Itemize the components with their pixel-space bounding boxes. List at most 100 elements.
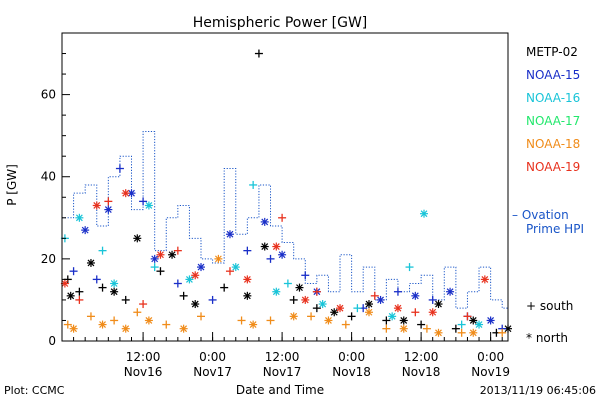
north-point — [156, 250, 165, 259]
south-point — [139, 197, 148, 206]
north-point — [231, 263, 240, 272]
x-tick-time-label: 12:00 — [265, 350, 300, 364]
south-point — [457, 328, 466, 337]
ovation-series — [62, 131, 509, 309]
north-point — [399, 316, 408, 325]
north-point — [69, 324, 78, 333]
north-point — [243, 275, 252, 284]
north-point — [469, 316, 478, 325]
north-point — [150, 254, 159, 263]
north-point — [75, 213, 84, 222]
north-point — [411, 291, 420, 300]
north-point — [475, 320, 484, 329]
north-point — [66, 291, 75, 300]
north-point — [376, 295, 385, 304]
legend-entry: NOAA-19 — [526, 160, 580, 174]
north-point — [364, 308, 373, 317]
north-point — [295, 283, 304, 292]
south-point — [254, 49, 263, 58]
north-point — [225, 230, 234, 239]
ovation-line — [62, 131, 509, 309]
south-point — [301, 271, 310, 280]
south-point — [173, 246, 182, 255]
north-point — [179, 324, 188, 333]
south-point — [382, 316, 391, 325]
south-point — [278, 213, 287, 222]
north-point — [104, 205, 113, 214]
south-point — [115, 164, 124, 173]
x-tick-date-label: Nov19 — [471, 365, 510, 379]
south-point — [283, 279, 292, 288]
north-point — [144, 201, 153, 210]
north-point — [428, 308, 437, 317]
x-tick-date-label: Nov17 — [263, 365, 302, 379]
south-point — [197, 312, 206, 321]
south-point — [312, 304, 321, 313]
north-point — [243, 291, 252, 300]
north-point — [92, 201, 101, 210]
north-point — [388, 312, 397, 321]
south-point — [405, 263, 414, 272]
y-tick-label: 60 — [41, 88, 56, 102]
north-point — [60, 279, 69, 288]
south-point — [225, 267, 234, 276]
south-point — [243, 246, 252, 255]
north-point — [86, 258, 95, 267]
north-point — [191, 300, 200, 309]
south-point — [353, 304, 362, 313]
legend-south-marker: + south — [526, 299, 573, 313]
south-point — [266, 254, 275, 263]
data-points — [60, 49, 512, 337]
north-point — [486, 316, 495, 325]
y-tick-label: 40 — [41, 170, 56, 184]
north-point — [364, 300, 373, 309]
south-point — [75, 295, 84, 304]
north-point — [399, 324, 408, 333]
north-point — [168, 250, 177, 259]
north-point — [324, 316, 333, 325]
south-point — [428, 295, 437, 304]
y-tick-label: 20 — [41, 252, 56, 266]
legend-ovation-line1: – Ovation — [512, 208, 569, 222]
legend-entry: METP-02 — [526, 45, 578, 59]
north-point — [110, 279, 119, 288]
south-point — [150, 263, 159, 272]
north-point — [434, 328, 443, 337]
north-point — [260, 242, 269, 251]
timestamp: 2013/11/19 06:45:06 — [480, 384, 596, 397]
south-point — [341, 320, 350, 329]
south-point — [63, 320, 72, 329]
south-point — [463, 312, 472, 321]
south-point — [220, 283, 229, 292]
south-point — [139, 300, 148, 309]
north-point — [144, 316, 153, 325]
x-tick-date-label: Nov18 — [402, 365, 441, 379]
south-point — [173, 279, 182, 288]
x-tick-date-label: Nov17 — [193, 365, 232, 379]
legend-north-marker: * north — [526, 331, 568, 345]
south-point — [98, 246, 107, 255]
x-axis-label: Date and Time — [236, 383, 324, 397]
north-point — [420, 209, 429, 218]
south-point — [92, 275, 101, 284]
north-point — [446, 287, 455, 296]
south-point — [104, 197, 113, 206]
north-point — [197, 263, 206, 272]
north-point — [185, 275, 194, 284]
south-point — [393, 287, 402, 296]
south-point — [457, 320, 466, 329]
y-axis-label: P [GW] — [5, 164, 19, 206]
south-point — [451, 324, 460, 333]
south-point — [498, 328, 507, 337]
north-point — [480, 275, 489, 284]
chart-title: Hemispheric Power [GW] — [193, 15, 368, 31]
south-point — [347, 312, 356, 321]
south-point — [162, 320, 171, 329]
legend-entry: NOAA-16 — [526, 91, 580, 105]
south-point — [249, 180, 258, 189]
y-tick-label: 0 — [48, 334, 56, 348]
plot-frame — [61, 32, 509, 342]
north-point — [249, 320, 258, 329]
south-point — [370, 291, 379, 300]
